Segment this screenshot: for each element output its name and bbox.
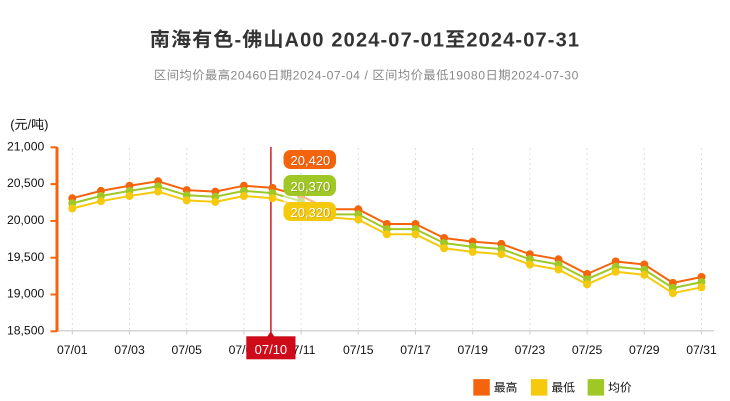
svg-text:07/23: 07/23 — [515, 343, 546, 357]
svg-text:07/31: 07/31 — [686, 343, 717, 357]
svg-text:07/01: 07/01 — [57, 343, 88, 357]
svg-text:20460: 20460 — [231, 68, 268, 82]
svg-text:18,500: 18,500 — [7, 323, 44, 337]
svg-text:A00 2024-07-01: A00 2024-07-01 — [285, 29, 446, 51]
svg-text:(: ( — [10, 117, 15, 132]
svg-text:20,370: 20,370 — [291, 180, 331, 195]
svg-text:2024-07-30: 2024-07-30 — [511, 68, 579, 82]
svg-text:07/19: 07/19 — [457, 343, 488, 357]
svg-text:20,370: 20,370 — [291, 179, 331, 194]
svg-text:20,000: 20,000 — [7, 213, 44, 227]
svg-text:19080: 19080 — [449, 68, 486, 82]
svg-text:20,420: 20,420 — [291, 153, 331, 168]
svg-text:2024-07-04 /: 2024-07-04 / — [293, 68, 369, 82]
svg-text:): ) — [44, 117, 48, 132]
svg-text:07/29: 07/29 — [629, 343, 660, 357]
svg-text:21,000: 21,000 — [7, 139, 44, 153]
svg-text:-: - — [234, 29, 242, 51]
svg-text:07/15: 07/15 — [343, 343, 374, 357]
svg-text:/: / — [28, 117, 32, 132]
svg-text:2024-07-31: 2024-07-31 — [466, 29, 580, 51]
svg-text:20,320: 20,320 — [291, 205, 331, 220]
svg-text:20,420: 20,420 — [291, 154, 331, 169]
svg-text:07/17: 07/17 — [400, 343, 431, 357]
svg-text:19,000: 19,000 — [7, 287, 44, 301]
svg-text:07/05: 07/05 — [171, 343, 202, 357]
svg-text:20,500: 20,500 — [7, 176, 44, 190]
svg-text:07/25: 07/25 — [572, 343, 603, 357]
svg-text:20,320: 20,320 — [291, 206, 331, 221]
svg-text:07/03: 07/03 — [114, 343, 145, 357]
svg-text:19,500: 19,500 — [7, 250, 44, 264]
svg-text:07/10: 07/10 — [255, 342, 288, 357]
